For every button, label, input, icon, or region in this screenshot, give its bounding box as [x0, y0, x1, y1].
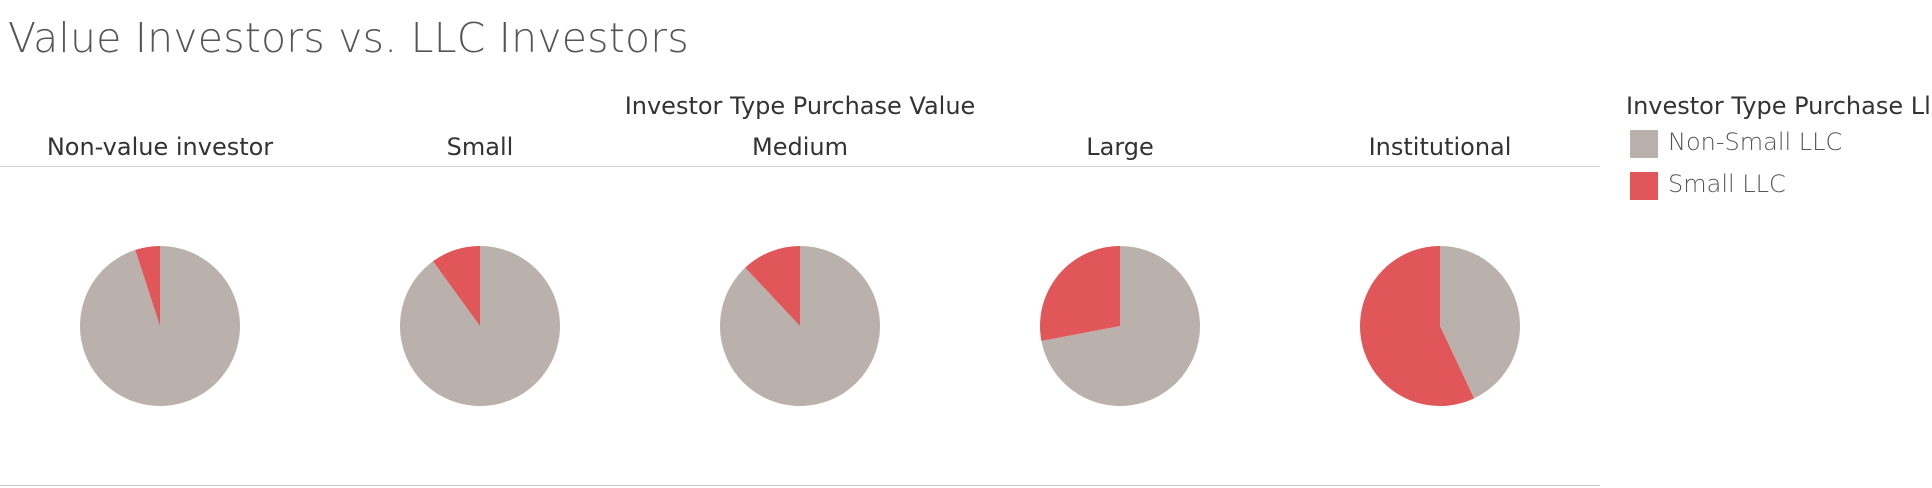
bottom-axis-line	[0, 485, 1600, 486]
pie-slice-large-non-small-llc[interactable]	[1041, 246, 1200, 406]
legend-item-non-small-llc[interactable]: Non-Small LLC	[1626, 122, 1932, 162]
column-header: Investor Type Purchase Value	[624, 92, 976, 120]
legend-label-non-small-llc: Non-Small LLC	[1668, 128, 1843, 156]
pie-slice-institutional-non-small-llc[interactable]	[1440, 246, 1521, 399]
pie-slice-large-small-llc[interactable]	[1040, 245, 1120, 341]
legend-title: Investor Type Purchase Llc	[1626, 92, 1932, 120]
header-divider	[0, 166, 1600, 167]
legend-swatch-non-small-llc	[1630, 130, 1658, 158]
pie-slice-small-small-llc[interactable]	[432, 246, 480, 326]
legend-label-small-llc: Small LLC	[1668, 170, 1786, 198]
category-label-medium: Medium	[752, 133, 848, 161]
category-label-large: Large	[1086, 133, 1154, 161]
category-label-small: Small	[446, 133, 514, 161]
pie-slice-medium-small-llc[interactable]	[745, 245, 800, 326]
pie-slice-small-non-small-llc[interactable]	[400, 246, 560, 406]
pie-charts	[80, 245, 1521, 407]
chart-title: Value Investors vs. LLC Investors	[8, 14, 689, 62]
legend-item-small-llc[interactable]: Small LLC	[1626, 164, 1932, 204]
category-label-institutional: Institutional	[1368, 133, 1512, 161]
pie-slice-institutional-small-llc[interactable]	[1360, 246, 1475, 406]
legend: Investor Type Purchase Llc Non-Small LLC…	[1626, 92, 1932, 204]
legend-swatch-small-llc	[1630, 172, 1658, 200]
pie-slice-non-value-investor-small-llc[interactable]	[135, 246, 160, 326]
category-label-non-value-investor: Non-value investor	[46, 133, 274, 161]
chart-area: Investor Type Purchase Value Non-value i…	[0, 92, 1600, 486]
